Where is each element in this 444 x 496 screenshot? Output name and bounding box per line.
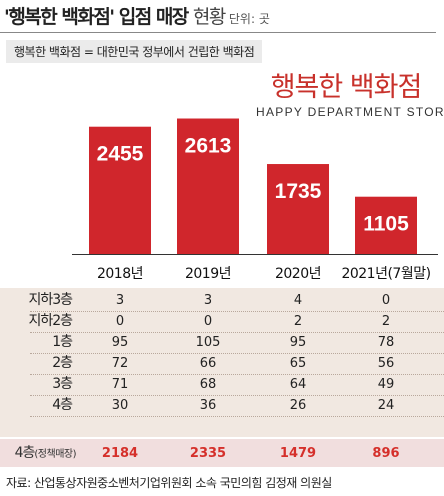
x-tick-label-2: 2020년 — [275, 266, 321, 282]
bar-1 — [177, 118, 239, 254]
table-cell: 71 — [111, 377, 129, 392]
bar-2 — [267, 164, 329, 254]
row-label-text: 4층 — [14, 445, 36, 461]
x-tick-label-0: 2018년 — [97, 266, 143, 282]
row-label-text: 지하3층 — [28, 292, 73, 308]
policy-row-background — [0, 439, 444, 467]
table-cell: 896 — [372, 446, 400, 461]
logo-english: HAPPY DEPARTMENT STORE — [256, 105, 444, 119]
table-cell: 72 — [111, 356, 129, 371]
table-row: 4층 30 36 26 24 — [0, 395, 444, 416]
table-row: 3층 71 68 64 49 — [0, 374, 444, 395]
bar-value-label-0: 2455 — [97, 143, 144, 166]
row-label-text: 1층 — [52, 334, 73, 350]
bar-value-label-1: 2613 — [185, 135, 232, 158]
row-label-text: 3층 — [52, 376, 73, 392]
table-cell: 0 — [381, 293, 391, 308]
row-divider — [30, 353, 444, 354]
table-row: 4층(정책매장) 2184 2335 1479 896 — [0, 443, 444, 464]
row-divider — [30, 374, 444, 375]
floor-table-background — [0, 288, 444, 437]
table-cell: 65 — [289, 356, 307, 371]
row-divider — [30, 332, 444, 333]
table-cell: 64 — [289, 377, 307, 392]
row-label: 지하3층 — [0, 290, 73, 311]
table-cell: 3 — [203, 293, 213, 308]
row-label-text: 지하2층 — [28, 313, 73, 329]
table-cell: 95 — [289, 335, 307, 350]
table-cell: 0 — [115, 314, 125, 329]
row-label: 4층 — [0, 395, 73, 416]
store-logo: 행복한 백화점 HAPPY DEPARTMENT STORE — [256, 72, 444, 120]
table-cell: 4 — [293, 293, 303, 308]
table-cell: 30 — [111, 398, 129, 413]
bar-value-label-2: 1735 — [275, 180, 322, 203]
table-cell: 2 — [293, 314, 303, 329]
title-row: '행복한 백화점' 입점 매장 현황 단위: 곳 — [4, 2, 440, 32]
x-tick-label-1: 2019년 — [185, 266, 231, 282]
table-cell: 26 — [289, 398, 307, 413]
table-cell: 56 — [377, 356, 395, 371]
table-cell: 1479 — [279, 446, 317, 461]
row-divider — [30, 395, 444, 396]
source-note: 자료: 산업통상자원중소벤처기업위원회 소속 국민의힘 김정재 의원실 — [6, 476, 332, 490]
row-label: 3층 — [0, 374, 73, 395]
bar-0 — [89, 126, 151, 254]
table-cell: 68 — [199, 377, 217, 392]
title-light-text: 현황 — [192, 6, 226, 28]
row-label-text: 4층 — [52, 397, 73, 413]
table-cell: 24 — [377, 398, 395, 413]
unit-label: 단위: 곳 — [228, 12, 270, 26]
bar-3 — [355, 196, 417, 254]
table-cell: 36 — [199, 398, 217, 413]
table-cell: 0 — [203, 314, 213, 329]
table-cell: 78 — [377, 335, 395, 350]
row-divider — [30, 311, 444, 312]
table-cell: 49 — [377, 377, 395, 392]
title-divider — [0, 32, 436, 33]
row-label: 4층(정책매장) — [0, 443, 77, 465]
row-label: 1층 — [0, 332, 73, 353]
row-label-text: 2층 — [52, 355, 73, 371]
row-label: 2층 — [0, 353, 73, 374]
table-cell: 2184 — [101, 446, 139, 461]
table-row: 지하3층 3 3 4 0 — [0, 290, 444, 311]
table-cell: 105 — [195, 335, 221, 350]
bar-chart: 2455 2018년 2613 2019년 1735 2020년 1105 2021년(7월말… — [72, 118, 438, 282]
bar-value-label-3: 1105 — [363, 213, 409, 236]
table-cell: 2 — [381, 314, 391, 329]
table-row: 2층 72 66 65 56 — [0, 353, 444, 374]
x-tick-label-3: 2021년(7월말) — [341, 266, 430, 282]
row-label: 지하2층 — [0, 311, 73, 332]
table-row: 지하2층 0 0 2 2 — [0, 311, 444, 332]
table-row: 1층 95 105 95 78 — [0, 332, 444, 353]
table-cell: 3 — [115, 293, 125, 308]
title-main-text: '행복한 백화점' 입점 매장 — [4, 6, 189, 28]
table-cell: 66 — [199, 356, 217, 371]
table-cell: 2335 — [189, 446, 227, 461]
definition-note: 행복한 백화점 = 대한민국 정부에서 건립한 백화점 — [6, 40, 263, 63]
row-divider — [30, 416, 444, 417]
row-label-sub: (정책매장) — [34, 449, 76, 460]
table-cell: 95 — [111, 335, 129, 350]
logo-korean: 행복한 백화점 — [270, 72, 423, 103]
chart-title: '행복한 백화점' 입점 매장 현황 단위: 곳 — [4, 2, 270, 29]
